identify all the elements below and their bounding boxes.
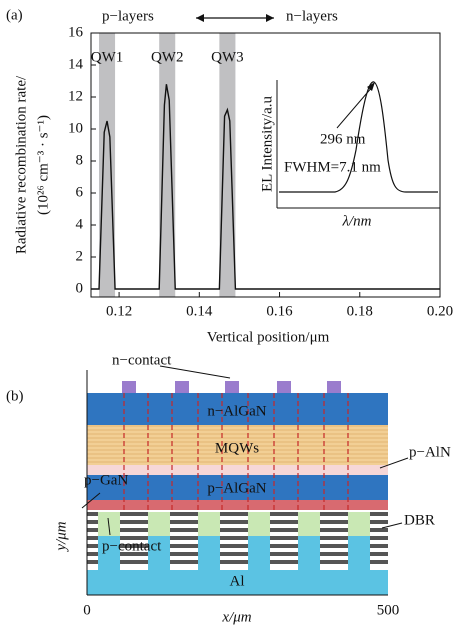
leader [81,492,101,509]
inset-y-label: EL Intensity/a.u [259,95,275,192]
y-tick-label: 8 [76,152,84,168]
y-label: y/μm [53,521,69,552]
label: p−GaN [84,472,128,488]
y-label: (10²⁶ cm⁻³ · s⁻¹) [35,115,51,215]
dashed-lines [123,393,349,510]
inset-annotation: 296 nm [320,131,366,147]
y-label: Radiative recombination rate/ [13,75,29,254]
data-line [91,84,440,290]
y-tick-label: 4 [76,216,84,232]
x-label: x/μm [221,609,251,625]
inset-annotation: FWHM=7.1 nm [284,159,381,175]
y-tick-label: 2 [76,248,84,264]
x-tick-label: 500 [377,602,400,618]
p-contacts [98,512,370,536]
qw-region [219,33,236,297]
plot-frame [90,32,441,298]
p-gan-layer [87,500,388,510]
label: Al [230,573,245,589]
p-aln-layer [87,465,388,475]
n-algan-layer [87,393,388,425]
label: p−AlGaN [207,480,266,496]
x-tick-label: 0.12 [106,303,132,319]
qw-label: QW1 [91,49,124,65]
label: p−AlN [409,444,451,460]
x-tick-label: 0.18 [347,303,373,319]
qw-region [159,33,176,297]
inset: EL Intensity/a.u λ/nm 296 nm FWHM=7.1 nm [259,80,440,229]
y-tick-label: 14 [68,56,84,72]
panel-b: (b) [6,352,451,625]
al-layer [87,536,388,595]
x-label: Vertical position/μm [207,329,330,345]
annotation: p−layers [102,8,154,24]
leader [107,517,111,536]
leader [159,365,231,379]
arrow-heads [196,14,274,22]
qw-label: QW3 [211,49,244,65]
label: p−contact [102,538,162,554]
qw-label: QW2 [151,49,184,65]
leader [381,522,403,529]
p-algan-layer [87,475,388,500]
panel-label: (a) [6,7,23,23]
label: DBR [404,512,435,528]
label: n−contact [112,352,172,368]
qw-region [99,33,116,297]
y-tick-label: 12 [68,88,83,104]
label: n−AlGaN [207,403,266,419]
x-tick-label: 0 [83,602,91,618]
inset-x-label: λ/nm [342,213,372,229]
dbr [87,510,388,570]
n-contacts [122,381,341,393]
leader [379,457,409,469]
y-tick-label: 16 [68,24,84,40]
y-tick-label: 10 [68,120,83,136]
x-tick-label: 0.16 [266,303,293,319]
panel-label: (b) [6,388,24,404]
label: MQWs [215,440,259,456]
y-tick-label: 0 [76,280,84,296]
y-tick-label: 6 [76,184,84,200]
inset-curve [279,81,438,193]
mqw-layer [87,425,388,465]
x-tick-label: 0.20 [427,303,453,319]
panel-a: (a) p−layers n−layers Radiative recombin… [6,7,453,345]
annotation: n−layers [286,8,338,24]
x-tick-label: 0.14 [186,303,213,319]
